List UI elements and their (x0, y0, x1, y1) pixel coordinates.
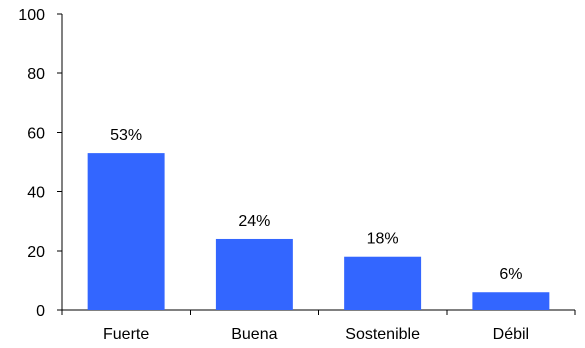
data-labels: 53% 24% 18% 6% (110, 127, 522, 283)
data-label-4: 6% (499, 266, 522, 283)
category-label-1: Fuerte (103, 326, 149, 343)
y-tick-label: 60 (27, 125, 45, 142)
y-tick-label: 20 (27, 244, 45, 261)
category-label-2: Buena (231, 326, 277, 343)
x-axis: Fuerte Buena Sostenible Débil (61, 309, 576, 343)
category-label-3: Sostenible (345, 326, 420, 343)
category-label-4: Débil (493, 326, 529, 343)
y-axis: 0 20 40 60 80 100 (18, 7, 63, 320)
y-tick-label: 100 (18, 7, 45, 24)
bars (87, 153, 550, 310)
y-tick-label: 0 (36, 303, 45, 320)
data-label-3: 18% (367, 231, 399, 248)
bar-3 (344, 256, 422, 310)
data-label-1: 53% (110, 127, 142, 144)
y-tick-label: 40 (27, 185, 45, 202)
bar-2 (215, 238, 293, 310)
y-tick-label: 80 (27, 66, 45, 83)
bar-4 (472, 292, 550, 310)
data-label-2: 24% (238, 213, 270, 230)
bar-1 (87, 153, 165, 310)
